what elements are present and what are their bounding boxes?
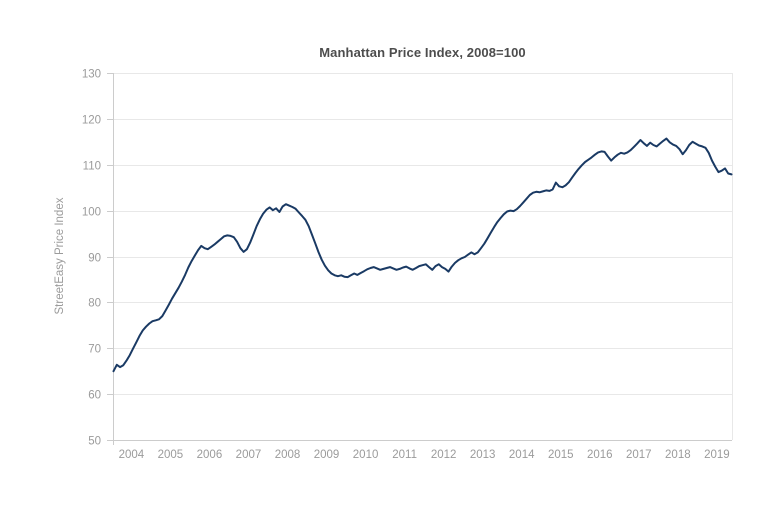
- x-tick-label: 2019: [704, 449, 730, 461]
- x-tick-label: 2004: [119, 449, 145, 461]
- x-tick-label: 2006: [197, 449, 223, 461]
- x-tick-label: 2016: [587, 449, 613, 461]
- price-index-line: [112, 137, 733, 373]
- y-tick-label: 120: [82, 115, 101, 127]
- y-tick-label: 50: [88, 436, 101, 448]
- y-tick-label: 60: [88, 390, 101, 402]
- x-tick-label: 2009: [314, 449, 340, 461]
- x-tick-label: 2008: [275, 449, 301, 461]
- x-tick-label: 2011: [392, 449, 417, 461]
- x-tick-label: 2018: [665, 449, 691, 461]
- y-tick-label: 70: [88, 344, 101, 356]
- y-tick-label: 110: [83, 161, 101, 173]
- x-tick-label: 2017: [626, 449, 652, 461]
- chart-title: Manhattan Price Index, 2008=100: [319, 45, 526, 60]
- x-tick-label: 2013: [470, 449, 496, 461]
- x-tick-label: 2007: [236, 449, 262, 461]
- x-tick-label: 2012: [431, 449, 457, 461]
- y-tick-label: 80: [88, 298, 101, 310]
- y-tick-label: 100: [82, 207, 101, 219]
- y-tick-label: 130: [82, 69, 101, 81]
- x-tick-label: 2015: [548, 449, 574, 461]
- y-tick-label: 90: [88, 253, 101, 265]
- x-tick-label: 2005: [158, 449, 184, 461]
- x-tick-label: 2010: [353, 449, 379, 461]
- x-tick-label: 2014: [509, 449, 535, 461]
